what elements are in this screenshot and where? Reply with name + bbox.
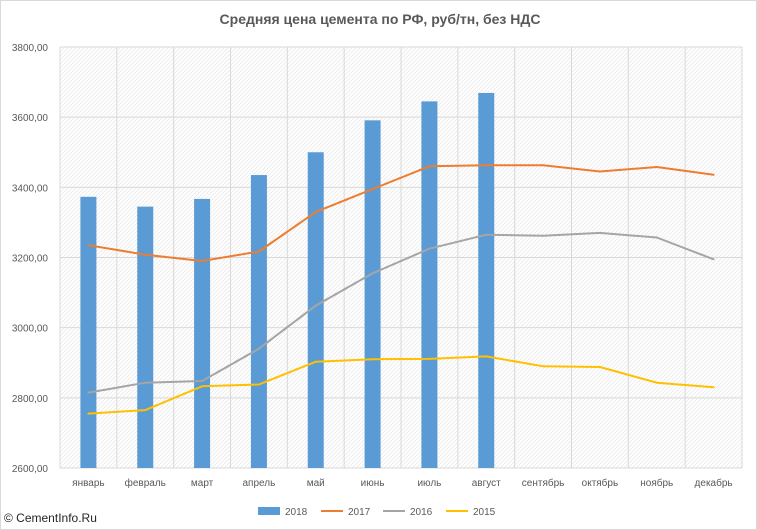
point-2017: [314, 210, 317, 213]
point-2016: [144, 381, 147, 384]
point-2016: [314, 304, 317, 307]
point-2017: [485, 164, 488, 167]
point-2017: [655, 165, 658, 168]
bar-2018: [194, 198, 211, 468]
point-2016: [257, 347, 260, 350]
point-2015: [712, 386, 715, 389]
point-2017: [542, 164, 545, 167]
x-tick-label: март: [191, 478, 214, 489]
legend-label-2018: 2018: [285, 507, 308, 518]
point-2016: [598, 231, 601, 234]
point-2017: [371, 188, 374, 191]
x-tick-label: сентябрь: [522, 477, 565, 489]
point-2017: [144, 253, 147, 256]
point-2016: [485, 233, 488, 236]
line-series: [87, 164, 715, 415]
point-2016: [428, 247, 431, 250]
x-tick-label: ноябрь: [640, 477, 673, 489]
point-2016: [712, 258, 715, 261]
x-tick-label: октябрь: [582, 477, 619, 489]
legend-label-2016: 2016: [410, 507, 433, 518]
point-2017: [712, 173, 715, 176]
y-tick-label: 3200,00: [12, 254, 49, 265]
point-2015: [201, 385, 204, 388]
bar-2018: [478, 92, 495, 468]
point-2015: [257, 383, 260, 386]
bar-2018: [364, 120, 381, 469]
y-tick-label: 3600,00: [12, 113, 49, 124]
point-2015: [598, 365, 601, 368]
x-tick-label: июль: [417, 478, 441, 489]
y-axis-ticks: 2600,00 2800,00 3000,00 3200,00 3400,00 3600,…: [12, 43, 49, 475]
point-2015: [87, 412, 90, 415]
point-2017: [201, 260, 204, 263]
x-tick-label: апрель: [243, 478, 276, 489]
point-2017: [598, 170, 601, 173]
x-tick-label: июнь: [361, 478, 385, 489]
x-tick-label: декабрь: [695, 477, 733, 489]
chart-title: Средняя цена цемента по РФ, руб/тн, без …: [220, 11, 541, 27]
point-2017: [257, 250, 260, 253]
legend-label-2015: 2015: [473, 507, 496, 518]
x-tick-label: август: [472, 478, 501, 489]
point-2016: [655, 236, 658, 239]
point-2017: [428, 165, 431, 168]
point-2017: [87, 244, 90, 247]
y-tick-label: 2600,00: [12, 464, 49, 475]
legend-swatch-2018: [258, 507, 280, 515]
y-tick-label: 3800,00: [12, 43, 49, 54]
point-2015: [542, 365, 545, 368]
point-2015: [485, 355, 488, 358]
point-2015: [144, 409, 147, 412]
line-2015: [88, 355, 714, 415]
y-tick-label: 2800,00: [12, 394, 49, 405]
legend: 2018 2017 2016 2015: [258, 507, 496, 518]
bar-2018: [307, 152, 324, 468]
bar-2018: [80, 196, 97, 468]
point-2015: [371, 358, 374, 361]
point-2016: [201, 379, 204, 382]
line-2017: [88, 164, 714, 262]
y-tick-label: 3400,00: [12, 183, 49, 194]
x-axis-ticks: январь февраль март апрель май июнь июль август…: [72, 477, 732, 489]
point-2015: [314, 360, 317, 363]
bar-2018: [421, 101, 438, 469]
y-tick-label: 3000,00: [12, 324, 49, 335]
point-2015: [428, 357, 431, 360]
x-tick-label: февраль: [125, 477, 166, 489]
legend-label-2017: 2017: [348, 507, 371, 518]
bar-2018: [137, 206, 154, 469]
point-2015: [655, 381, 658, 384]
x-tick-label: январь: [72, 478, 104, 489]
x-tick-label: май: [307, 478, 325, 489]
point-2016: [87, 391, 90, 394]
point-2016: [542, 234, 545, 237]
line-2016: [88, 231, 714, 394]
copyright-text: © CementInfo.Ru: [4, 511, 97, 525]
point-2016: [371, 272, 374, 275]
bar-2018: [250, 175, 267, 468]
